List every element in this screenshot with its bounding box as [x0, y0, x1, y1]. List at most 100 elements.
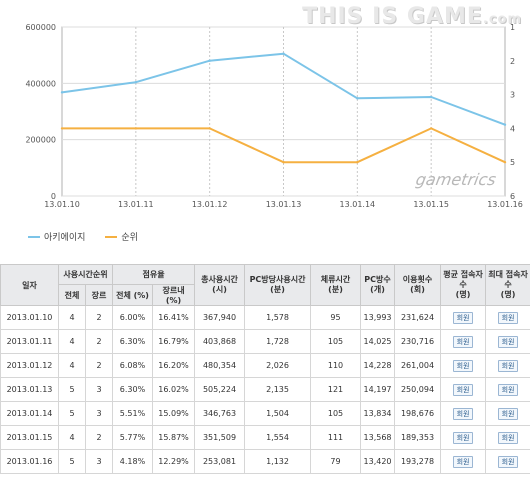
- cell-max-users: 회원: [485, 377, 530, 402]
- member-button[interactable]: 회원: [497, 311, 519, 324]
- x-tick-label: 13.01.10: [44, 200, 80, 209]
- header-pc-time: PC방당사용시간 (분): [244, 264, 312, 306]
- series-point-1: [356, 161, 359, 164]
- cell-rank-genre: 3: [84, 449, 114, 474]
- cell-share-genre: 16.20%: [152, 353, 196, 378]
- gametrics-watermark: gametrics: [414, 170, 498, 189]
- table-row: 2013.01.15 4 2 5.77% 15.87% 351,509 1,554 111 13…: [0, 425, 530, 450]
- cell-daily-users: 회원: [440, 305, 487, 330]
- series-point-1: [429, 127, 433, 130]
- cell-pcs: 13,420: [360, 449, 396, 474]
- cell-pc-time: 1,728: [244, 329, 312, 354]
- header-share: 점유율: [112, 264, 196, 285]
- cell-uses: 231,624: [394, 305, 442, 330]
- header-rank-genre: 장르: [84, 284, 114, 306]
- x-tick-label: 13.01.11: [118, 200, 154, 209]
- cell-max-users: 회원: [485, 305, 530, 330]
- cell-max-users: 회원: [485, 401, 530, 426]
- cell-stay: 79: [310, 449, 362, 474]
- series-point-1: [282, 161, 285, 164]
- member-button[interactable]: 회원: [452, 335, 474, 348]
- cell-rank-all: 4: [58, 305, 86, 330]
- cell-uses: 189,353: [394, 425, 442, 450]
- cell-date: 2013.01.12: [0, 353, 59, 378]
- cell-max-users: 회원: [485, 329, 530, 354]
- cell-share-all: 6.08%: [112, 353, 154, 378]
- cell-pcs: 13,834: [360, 401, 396, 426]
- y-right-tick-label: 5: [510, 158, 515, 167]
- cell-rank-genre: 2: [84, 353, 114, 378]
- cell-max-users: 회원: [485, 449, 530, 474]
- cell-pc-time: 1,504: [244, 401, 312, 426]
- cell-uses: 261,004: [394, 353, 442, 378]
- cell-date: 2013.01.10: [0, 305, 59, 330]
- member-button[interactable]: 회원: [452, 359, 474, 372]
- member-button[interactable]: 회원: [497, 407, 519, 420]
- series-point-0: [356, 97, 359, 100]
- member-button[interactable]: 회원: [497, 383, 519, 396]
- cell-stay: 110: [310, 353, 362, 378]
- table-body: 2013.01.10 4 2 6.00% 16.41% 367,940 1,578 95 13,…: [0, 305, 530, 474]
- cell-uses: 230,716: [394, 329, 442, 354]
- cell-pcs: 13,568: [360, 425, 396, 450]
- cell-rank-genre: 3: [84, 377, 114, 402]
- series-point-1: [134, 127, 138, 130]
- cell-total: 480,354: [194, 353, 246, 378]
- table-row: 2013.01.16 5 3 4.18% 12.29% 253,081 1,132 79 13,…: [0, 449, 530, 474]
- member-button[interactable]: 회원: [452, 431, 474, 444]
- cell-rank-all: 4: [58, 353, 86, 378]
- series-point-0: [429, 95, 433, 99]
- header-rank: 사용시간순위: [57, 264, 114, 285]
- header-rank-all: 전체: [58, 284, 86, 306]
- table-row: 2013.01.14 5 3 5.51% 15.09% 346,763 1,504 105 13…: [0, 401, 530, 426]
- series-point-1: [208, 127, 211, 130]
- header-date: 일자: [0, 264, 59, 306]
- member-button[interactable]: 회원: [452, 455, 474, 468]
- member-button[interactable]: 회원: [452, 407, 474, 420]
- member-button[interactable]: 회원: [452, 383, 474, 396]
- table-row: 2013.01.13 5 3 6.30% 16.02% 505,224 2,135 121 14…: [0, 377, 530, 402]
- cell-stay: 121: [310, 377, 362, 402]
- member-button[interactable]: 회원: [497, 455, 519, 468]
- cell-daily-users: 회원: [440, 329, 487, 354]
- series-point-1: [503, 161, 507, 164]
- x-tick-label: 13.01.14: [340, 200, 376, 209]
- member-button[interactable]: 회원: [452, 311, 474, 324]
- cell-pcs: 13,993: [360, 305, 396, 330]
- member-button[interactable]: 회원: [497, 335, 519, 348]
- table-row: 2013.01.10 4 2 6.00% 16.41% 367,940 1,578 95 13,…: [0, 305, 530, 330]
- cell-daily-users: 회원: [440, 401, 487, 426]
- cell-pc-time: 2,135: [244, 377, 312, 402]
- cell-rank-all: 5: [58, 377, 86, 402]
- cell-rank-genre: 2: [84, 305, 114, 330]
- x-tick-label: 13.01.13: [266, 200, 302, 209]
- cell-total: 367,940: [194, 305, 246, 330]
- cell-share-genre: 16.02%: [152, 377, 196, 402]
- cell-daily-users: 회원: [440, 353, 487, 378]
- legend-item-archeage: 아키에이지: [28, 230, 85, 243]
- site-logo[interactable]: THIS IS GAME.com: [302, 4, 522, 29]
- cell-uses: 250,094: [394, 377, 442, 402]
- member-button[interactable]: 회원: [497, 359, 519, 372]
- cell-total: 403,868: [194, 329, 246, 354]
- header-pc-count: PC방수 (개): [360, 264, 396, 306]
- cell-date: 2013.01.13: [0, 377, 59, 402]
- cell-stay: 111: [310, 425, 362, 450]
- cell-share-genre: 15.87%: [152, 425, 196, 450]
- cell-date: 2013.01.16: [0, 449, 59, 474]
- y-right-tick-label: 2: [510, 57, 515, 66]
- cell-rank-genre: 2: [84, 329, 114, 354]
- cell-total: 346,763: [194, 401, 246, 426]
- cell-share-genre: 16.41%: [152, 305, 196, 330]
- header-stay-time: 체류시간 (분): [310, 264, 362, 306]
- member-button[interactable]: 회원: [497, 431, 519, 444]
- x-tick-label: 13.01.15: [413, 200, 449, 209]
- cell-total: 351,509: [194, 425, 246, 450]
- cell-pcs: 14,197: [360, 377, 396, 402]
- cell-date: 2013.01.15: [0, 425, 59, 450]
- header-use-count: 이용횟수 (회): [394, 264, 442, 306]
- series-point-0: [134, 81, 138, 84]
- y-right-tick-label: 3: [510, 91, 515, 100]
- cell-share-all: 4.18%: [112, 449, 154, 474]
- cell-rank-genre: 3: [84, 401, 114, 426]
